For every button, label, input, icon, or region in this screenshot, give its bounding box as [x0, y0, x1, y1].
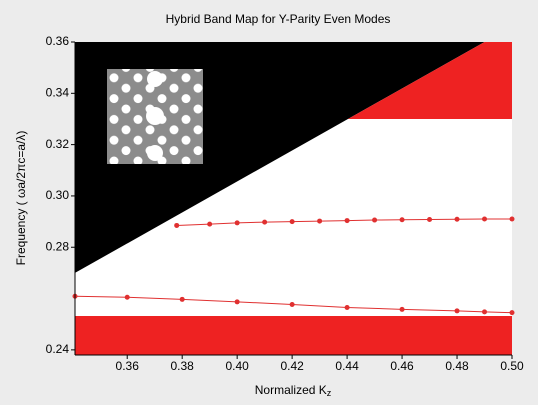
y-tick-label: 0.30 [46, 188, 70, 202]
y-tick-label: 0.28 [46, 239, 70, 253]
y-axis-label: Frequency ( ωa/2πc=a/λ) [14, 131, 28, 266]
band-point [427, 217, 432, 222]
x-tick-label: 0.42 [280, 359, 304, 373]
x-tick-label: 0.48 [445, 359, 469, 373]
band-point [345, 218, 350, 223]
region [75, 316, 512, 355]
band-point [290, 219, 295, 224]
y-tick-label: 0.24 [46, 342, 70, 356]
band-point [174, 223, 179, 228]
band-point [455, 308, 460, 313]
x-tick-label: 0.44 [335, 359, 359, 373]
band-point [455, 217, 460, 222]
y-tick-label: 0.34 [46, 85, 70, 99]
band-point [290, 302, 295, 307]
x-tick-label: 0.38 [171, 359, 195, 373]
x-tick-label: 0.50 [500, 359, 524, 373]
band-point [400, 217, 405, 222]
y-tick-label: 0.36 [46, 34, 70, 48]
band-point [317, 219, 322, 224]
band-point [207, 222, 212, 227]
x-tick-label: 0.46 [390, 359, 414, 373]
band-point [235, 299, 240, 304]
band-point [345, 305, 350, 310]
x-label-main: Normalized K [255, 383, 327, 397]
x-label-sub: z [327, 388, 332, 398]
band-point [482, 309, 487, 314]
band-point [125, 295, 130, 300]
band-point [372, 218, 377, 223]
band-point [180, 297, 185, 302]
chart-title: Hybrid Band Map for Y-Parity Even Modes [166, 12, 391, 26]
band-point [482, 217, 487, 222]
band-point [262, 220, 267, 225]
band-point [235, 220, 240, 225]
x-tick-label: 0.40 [225, 359, 249, 373]
band-point [510, 310, 515, 315]
band-point [510, 217, 515, 222]
x-axis-label: Normalized Kz [255, 383, 332, 398]
x-tick-label: 0.36 [116, 359, 140, 373]
chart: Hybrid Band Map for Y-Parity Even Modes … [0, 0, 538, 400]
band-point [400, 307, 405, 312]
inset [107, 69, 203, 164]
y-tick-label: 0.32 [46, 137, 70, 151]
